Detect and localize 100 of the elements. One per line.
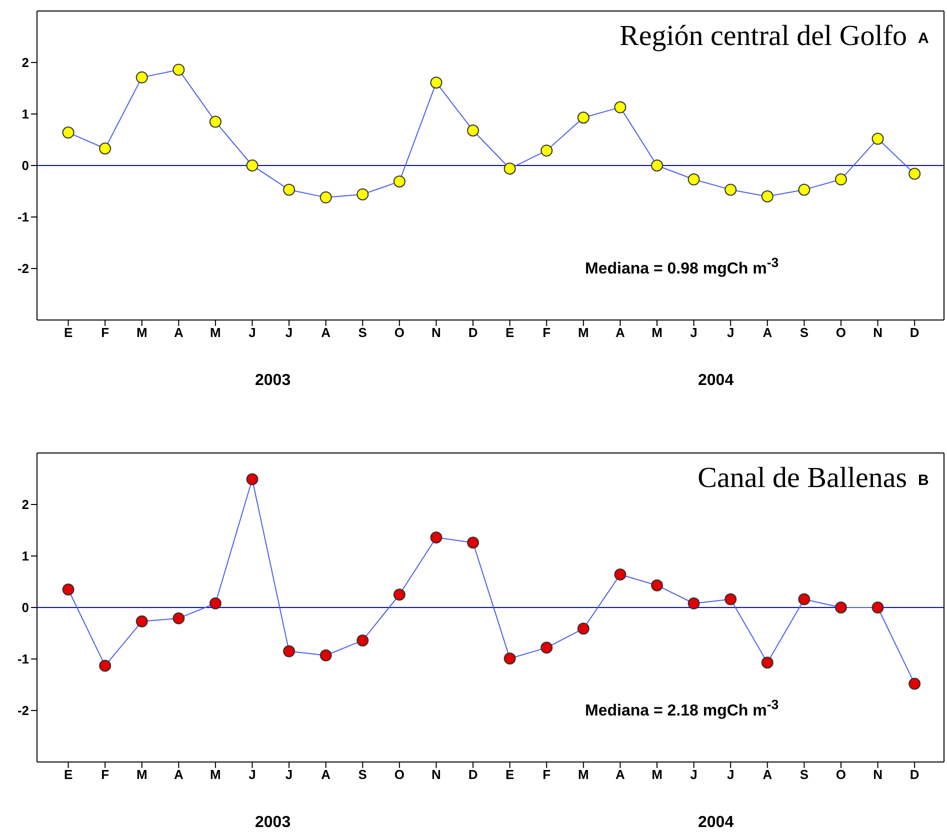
- x-tick-label: M: [136, 767, 148, 782]
- point: [540, 642, 553, 654]
- x-tick-label: A: [616, 325, 626, 340]
- x-tick-label: J: [726, 325, 734, 340]
- point: [136, 71, 148, 84]
- point: [283, 184, 296, 196]
- x-tick-label: F: [542, 325, 551, 340]
- point: [467, 124, 480, 136]
- point: [136, 615, 148, 628]
- point: [356, 634, 369, 646]
- x-tick-label: A: [174, 767, 184, 782]
- x-tick-label: M: [578, 767, 589, 782]
- annotation: Mediana = 2.18 mgCh m$^{-3}$: [585, 697, 779, 720]
- x-tick-label: J: [285, 767, 293, 782]
- x-tick-label: S: [358, 767, 368, 782]
- y-tick-label: 1: [22, 106, 29, 122]
- point: [908, 678, 921, 690]
- y-tick-label: 0: [22, 158, 29, 174]
- point: [504, 652, 516, 664]
- x-tick-label: S: [800, 325, 809, 340]
- x-tick-label: E: [64, 767, 73, 782]
- chart-title: Región central del Golfo: [620, 20, 907, 53]
- x-tick-label: N: [873, 325, 882, 340]
- x-tick-label: J: [690, 767, 698, 782]
- x-tick-label: E: [505, 767, 514, 782]
- y-tick-label: -2: [17, 703, 29, 718]
- x-tick-label: J: [726, 767, 734, 782]
- x-tick-label: M: [578, 325, 589, 340]
- x-tick-label: S: [800, 767, 809, 782]
- point: [724, 593, 737, 606]
- text: 2003: [255, 814, 291, 832]
- point: [834, 173, 847, 186]
- point: [209, 597, 222, 610]
- x-tick-label: O: [836, 767, 846, 782]
- point: [688, 597, 700, 610]
- text: 2003: [255, 372, 291, 390]
- x-tick-label: A: [762, 767, 773, 782]
- y-tick-label: 2: [22, 497, 29, 512]
- x-tick-label: M: [210, 325, 221, 340]
- x-tick-label: D: [468, 767, 478, 782]
- point: [577, 622, 590, 635]
- point: [246, 473, 258, 486]
- x-tick-label: O: [394, 767, 404, 782]
- point: [614, 568, 626, 581]
- x-tick-label: D: [468, 325, 478, 340]
- x-tick-label: E: [505, 325, 514, 340]
- text: 2004: [698, 372, 734, 390]
- point: [172, 64, 185, 76]
- y-tick-label: -1: [17, 210, 29, 225]
- point: [320, 649, 332, 662]
- point: [688, 173, 700, 186]
- point: [651, 579, 663, 592]
- point: [246, 160, 258, 172]
- point: [99, 660, 112, 672]
- x-tick-label: F: [101, 325, 110, 340]
- x-tick-label: J: [248, 325, 256, 340]
- text: 2004: [698, 814, 734, 832]
- y-tick-label: -2: [17, 261, 29, 276]
- point: [62, 126, 74, 139]
- x-tick-label: M: [652, 767, 662, 782]
- x-tick-label: F: [101, 767, 110, 782]
- x-tick-label: A: [616, 767, 626, 782]
- point: [320, 191, 332, 204]
- point: [798, 593, 810, 606]
- x-tick-label: M: [136, 325, 148, 340]
- y-tick-label: 0: [22, 600, 29, 616]
- point: [209, 116, 222, 128]
- point: [540, 144, 553, 157]
- x-tick-label: J: [285, 325, 293, 340]
- point: [393, 175, 406, 188]
- x-tick-label: O: [394, 325, 404, 340]
- x-tick-label: M: [652, 325, 662, 340]
- x-tick-label: N: [432, 767, 441, 782]
- x-tick-label: F: [542, 767, 551, 782]
- point: [834, 602, 847, 614]
- point: [761, 656, 774, 669]
- point: [172, 612, 185, 624]
- point: [504, 162, 516, 175]
- x-tick-label: A: [321, 767, 332, 782]
- annotation: A: [918, 30, 929, 47]
- point: [430, 76, 442, 89]
- x-tick-label: M: [210, 767, 221, 782]
- annotation: Mediana = 0.98 mgCh m$^{-3}$: [585, 255, 779, 278]
- point: [62, 583, 74, 596]
- point: [761, 190, 774, 202]
- x-tick-label: N: [432, 325, 441, 340]
- annotation: B: [918, 472, 929, 489]
- point: [872, 602, 884, 614]
- point: [99, 142, 112, 155]
- point: [651, 160, 663, 172]
- y-tick-label: 1: [22, 548, 29, 564]
- point: [467, 536, 480, 549]
- x-tick-label: J: [248, 767, 256, 782]
- point: [577, 112, 590, 124]
- point: [908, 168, 921, 180]
- x-tick-label: E: [64, 325, 73, 340]
- chart-title: Canal de Ballenas: [698, 462, 907, 495]
- point: [872, 132, 884, 145]
- point: [393, 588, 406, 601]
- x-tick-label: J: [690, 325, 698, 340]
